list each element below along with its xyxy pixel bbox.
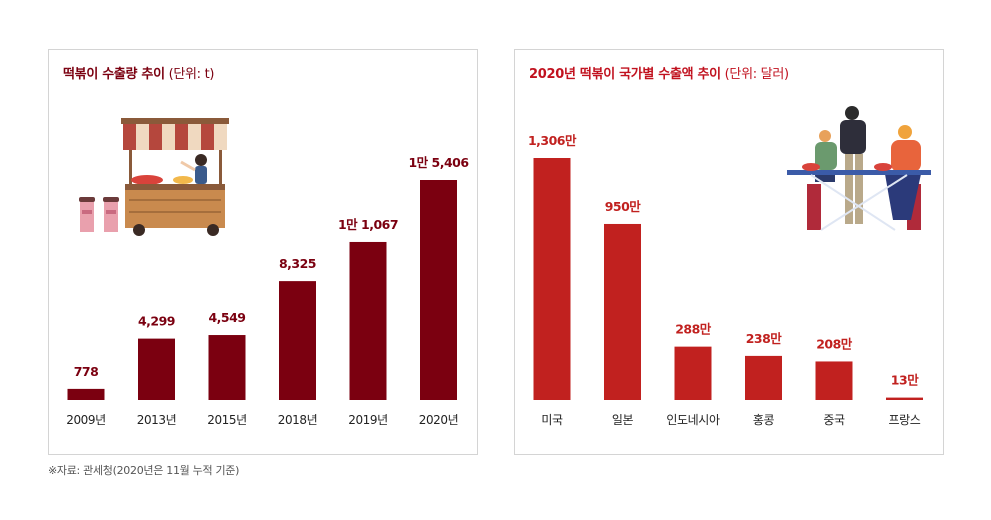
category-label: 미국 <box>541 413 563 427</box>
value-label: 288만 <box>675 322 712 337</box>
category-label: 2015년 <box>207 413 247 427</box>
value-label: 208만 <box>816 336 853 351</box>
value-label: 4,549 <box>208 310 245 325</box>
category-label: 2013년 <box>137 413 177 427</box>
export-volume-chart: 778 2009년 4,299 2013년 4,549 2015년 8,325 2018년 1만… <box>66 118 470 427</box>
value-label: 13만 <box>891 373 919 388</box>
bar-2018년 <box>279 281 316 400</box>
bar-프랑스 <box>886 397 923 400</box>
bar-인도네시아 <box>674 346 712 400</box>
bar-미국 <box>533 158 571 400</box>
people-eating-icon <box>787 106 931 231</box>
value-label: 1만 1,067 <box>338 217 398 232</box>
value-label: 4,299 <box>138 314 175 329</box>
bar-2009년 <box>67 388 105 400</box>
source-note: ※자료: 관세청(2020년은 11월 누적 기준) <box>48 464 240 477</box>
export-volume-unit: (단위: t) <box>168 67 215 82</box>
export-volume-panel: 떡볶이 수출량 추이 (단위: t) <box>48 49 478 455</box>
value-label: 778 <box>74 364 99 379</box>
category-label: 2020년 <box>419 413 459 427</box>
category-label: 2009년 <box>66 413 106 427</box>
category-label: 홍콩 <box>753 413 775 427</box>
value-label: 238만 <box>746 331 783 346</box>
value-label: 8,325 <box>279 256 316 271</box>
bar-2019년 <box>349 241 387 400</box>
country-export-title-text: 2020년 떡볶이 국가별 수출액 추이 <box>529 67 721 82</box>
value-label: 950만 <box>605 199 642 214</box>
bar-2015년 <box>208 335 246 400</box>
country-export-panel: 2020년 떡볶이 국가별 수출액 추이 (단위: 달러) <box>514 49 944 455</box>
export-volume-title-text: 떡볶이 수출량 추이 <box>63 67 165 82</box>
category-label: 중국 <box>823 413 845 427</box>
country-export-unit: (단위: 달러) <box>724 67 789 82</box>
category-label: 일본 <box>612 413 634 427</box>
category-label: 2019년 <box>348 413 388 427</box>
bar-2013년 <box>138 338 175 400</box>
category-label: 인도네시아 <box>666 413 720 427</box>
bar-일본 <box>604 223 641 400</box>
bar-홍콩 <box>745 355 782 400</box>
bar-2020년 <box>420 180 457 400</box>
bar-중국 <box>815 361 853 400</box>
category-label: 2018년 <box>278 413 318 427</box>
value-label: 1만 5,406 <box>408 155 469 170</box>
country-export-title: 2020년 떡볶이 국가별 수출액 추이 (단위: 달러) <box>529 63 789 82</box>
value-label: 1,306만 <box>528 133 577 148</box>
category-label: 프랑스 <box>889 413 921 427</box>
street-food-cart-icon <box>79 118 229 236</box>
export-volume-title: 떡볶이 수출량 추이 (단위: t) <box>63 63 214 82</box>
